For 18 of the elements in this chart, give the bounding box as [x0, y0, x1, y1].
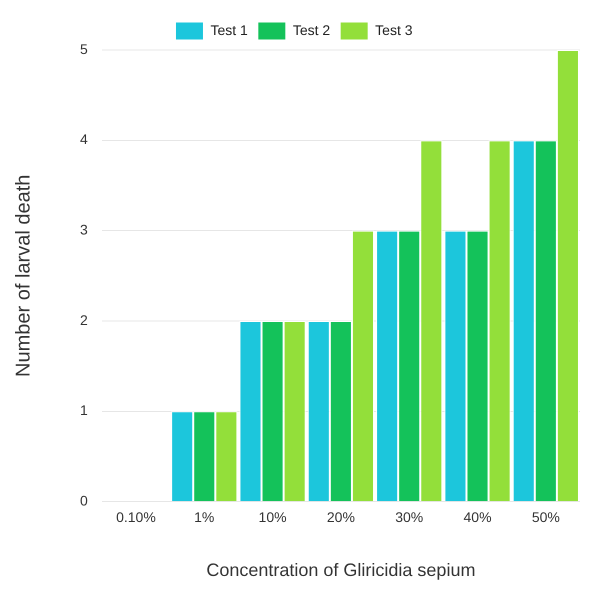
- y-tick-label: 3: [80, 222, 88, 238]
- y-axis-title: Number of larval death: [12, 174, 35, 377]
- y-tick-label: 2: [80, 312, 88, 328]
- x-tick-label: 30%: [395, 508, 424, 525]
- y-tick-label: 5: [80, 40, 88, 57]
- x-tick-label: 1%: [194, 508, 214, 525]
- x-tick-label: 40%: [464, 508, 492, 525]
- x-axis-title: Concentration of Gliricidia sepium: [206, 560, 476, 580]
- x-tick-label: 50%: [532, 508, 560, 525]
- x-tick-label: 20%: [326, 508, 355, 525]
- y-tick-label: 0: [80, 492, 88, 508]
- y-tick-label: 4: [80, 131, 88, 148]
- x-tick-label: 0.10%: [116, 508, 156, 525]
- legend-label: Test 1: [210, 22, 248, 38]
- legend-label: Test 2: [292, 22, 330, 38]
- x-tick-label: 10%: [258, 508, 287, 525]
- legend-label: Test 3: [375, 22, 413, 38]
- y-tick-label: 1: [80, 402, 88, 418]
